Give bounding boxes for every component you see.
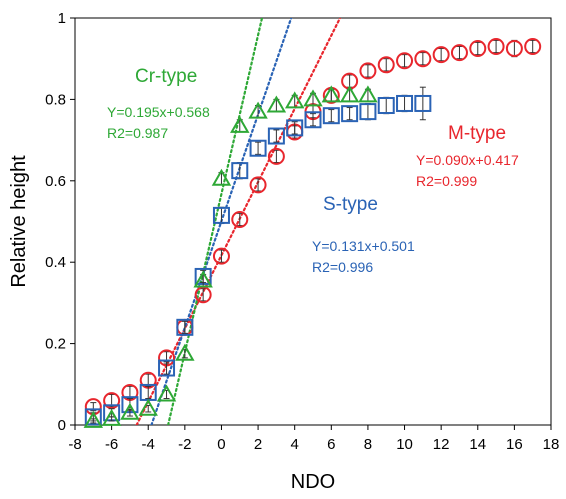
point-s-type xyxy=(176,318,194,336)
y-tick-label: 0.2 xyxy=(45,336,66,353)
x-tick-label: 6 xyxy=(327,436,335,453)
point-s-type xyxy=(396,94,414,112)
series-label-m-type: M-type xyxy=(448,123,506,144)
y-tick-label: 0 xyxy=(58,417,66,434)
r2-s-type: R2=0.996 xyxy=(312,259,373,275)
point-cr-type xyxy=(175,343,195,361)
x-tick-label: 10 xyxy=(396,436,413,453)
x-tick-label: -8 xyxy=(68,436,81,453)
point-s-type xyxy=(212,206,230,224)
point-cr-type xyxy=(303,89,323,107)
point-s-type xyxy=(377,97,395,115)
point-s-type xyxy=(359,103,377,121)
point-m-type xyxy=(103,392,121,410)
x-tick-label: -2 xyxy=(178,436,191,453)
x-tick-label: 14 xyxy=(469,436,486,453)
point-cr-type xyxy=(339,85,360,103)
x-tick-label: 8 xyxy=(364,436,372,453)
point-s-type xyxy=(286,119,304,137)
point-s-type xyxy=(304,111,322,129)
point-cr-type xyxy=(248,101,268,119)
point-m-type xyxy=(432,46,450,64)
fit-line-cr-type xyxy=(167,18,264,425)
r2-cr-type: R2=0.987 xyxy=(107,125,168,141)
point-m-type xyxy=(212,247,230,265)
point-m-type xyxy=(505,40,523,58)
point-m-type xyxy=(231,210,249,228)
equation-m-type: Y=0.090x+0.417 xyxy=(416,152,519,168)
equation-cr-type: Y=0.195x+0.568 xyxy=(107,104,210,120)
point-cr-type xyxy=(211,168,232,186)
y-tick-label: 0.4 xyxy=(45,254,66,271)
y-tick-label: 0.6 xyxy=(45,173,66,190)
point-m-type xyxy=(450,44,468,62)
point-cr-type xyxy=(321,85,342,103)
point-m-type xyxy=(524,37,542,55)
point-m-type xyxy=(414,50,432,68)
point-s-type xyxy=(267,127,285,145)
y-tick-label: 0.8 xyxy=(45,91,66,108)
point-cr-type xyxy=(358,85,378,103)
point-m-type xyxy=(359,62,377,80)
point-s-type xyxy=(158,359,176,377)
series-label-s-type: S-type xyxy=(323,194,378,215)
point-s-type xyxy=(231,162,249,180)
point-cr-type xyxy=(83,410,104,428)
point-s-type xyxy=(322,107,340,125)
x-tick-label: 12 xyxy=(433,436,450,453)
r2-m-type: R2=0.999 xyxy=(416,173,477,189)
x-tick-label: 0 xyxy=(217,436,225,453)
y-axis-title: Relative height xyxy=(8,155,30,288)
x-tick-label: 4 xyxy=(291,436,299,453)
point-s-type xyxy=(341,105,359,123)
point-cr-type xyxy=(230,115,250,133)
point-s-type xyxy=(84,408,102,426)
plot-frame xyxy=(74,17,552,426)
x-tick-label: -4 xyxy=(142,436,155,453)
y-tick-label: 1 xyxy=(58,10,66,27)
point-m-type xyxy=(377,56,395,74)
point-cr-type xyxy=(138,398,158,416)
point-m-type xyxy=(267,147,285,165)
point-m-type xyxy=(469,40,487,58)
point-m-type xyxy=(249,176,267,194)
point-cr-type xyxy=(101,408,122,426)
point-cr-type xyxy=(156,384,177,402)
point-s-type xyxy=(249,139,267,157)
point-cr-type xyxy=(193,270,213,288)
x-tick-label: 16 xyxy=(506,436,523,453)
point-cr-type xyxy=(284,91,305,109)
x-tick-label: 2 xyxy=(254,436,262,453)
point-cr-type xyxy=(120,402,140,420)
equation-s-type: Y=0.131x+0.501 xyxy=(312,238,415,254)
series-label-cr-type: Cr-type xyxy=(135,66,197,87)
fit-line-s-type xyxy=(150,18,293,425)
x-tick-label: 18 xyxy=(543,436,560,453)
point-cr-type xyxy=(266,95,287,113)
x-tick-label: -6 xyxy=(105,436,118,453)
x-axis-title: NDO xyxy=(291,471,335,493)
point-m-type xyxy=(396,52,414,70)
point-s-type xyxy=(414,94,432,112)
point-m-type xyxy=(487,37,505,55)
